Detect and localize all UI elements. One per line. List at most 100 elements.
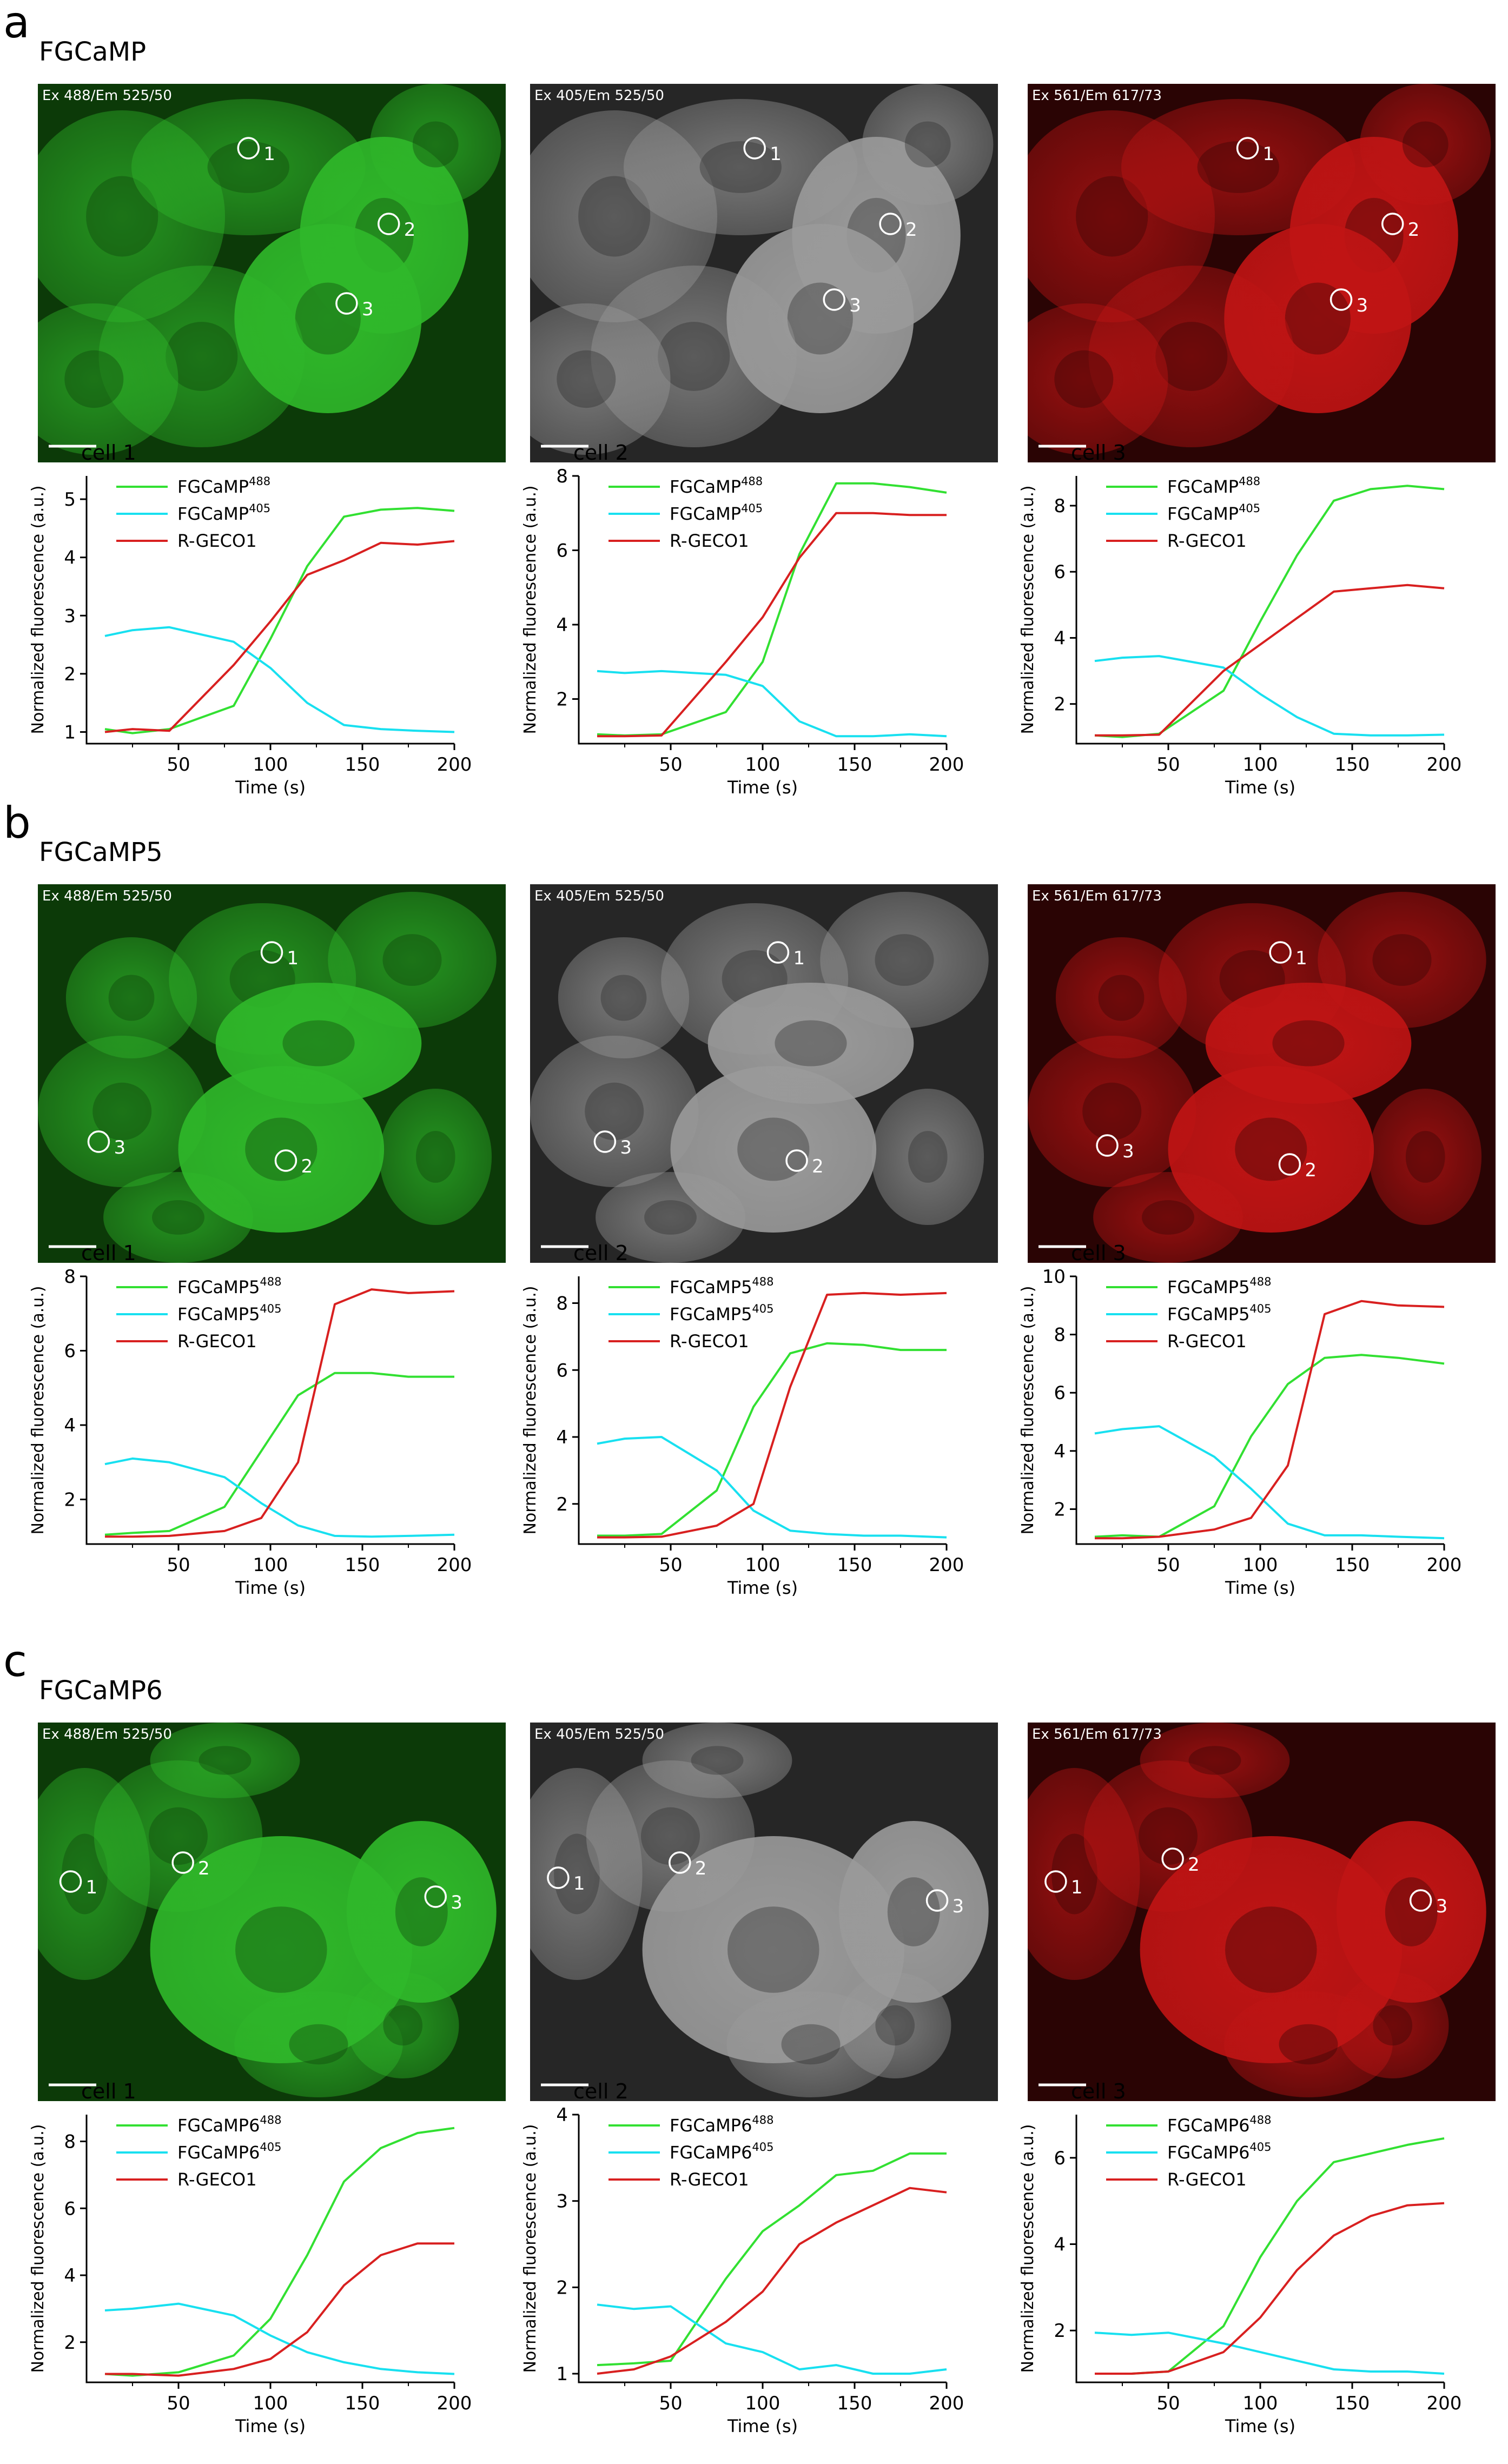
roi-circle bbox=[237, 137, 260, 160]
roi-number: 1 bbox=[793, 948, 805, 969]
series-line-3 bbox=[597, 512, 947, 738]
axes bbox=[85, 476, 454, 745]
x-tick-label: 150 bbox=[345, 2393, 380, 2414]
y-axis-label: Normalized fluorescence (a.u.) bbox=[521, 485, 540, 734]
roi-circle bbox=[669, 1851, 691, 1874]
y-tick-label: 10 bbox=[1042, 1266, 1066, 1288]
roi-number: 2 bbox=[404, 219, 416, 241]
chart-title: cell 1 bbox=[81, 441, 136, 465]
x-tick-label: 50 bbox=[659, 754, 682, 776]
channel-label: Ex 488/Em 525/50 bbox=[42, 1726, 172, 1743]
roi-circle bbox=[1269, 941, 1292, 964]
x-tick-label: 200 bbox=[929, 2393, 964, 2414]
x-tick-label: 200 bbox=[929, 754, 964, 776]
series-line-1 bbox=[104, 507, 455, 734]
legend-label: R-GECO1 bbox=[177, 2169, 257, 2190]
cell-body bbox=[1360, 84, 1491, 205]
legend-label: R-GECO1 bbox=[1167, 1331, 1247, 1352]
legend-label: R-GECO1 bbox=[177, 531, 257, 551]
series-line-2 bbox=[1094, 655, 1445, 737]
y-tick-label: 8 bbox=[556, 1293, 568, 1315]
roi-number: 1 bbox=[86, 1877, 98, 1898]
roi-circle bbox=[785, 1149, 808, 1172]
x-axis-label: Time (s) bbox=[235, 2416, 306, 2436]
micrograph-green: Ex 488/Em 525/50 1 2 3 bbox=[38, 884, 506, 1263]
roi-number: 1 bbox=[573, 1873, 585, 1895]
x-axis-label: Time (s) bbox=[1225, 2416, 1295, 2436]
x-tick-label: 100 bbox=[745, 1554, 781, 1576]
chart-title: cell 2 bbox=[573, 441, 629, 465]
roi-number: 3 bbox=[451, 1892, 462, 1913]
x-axis-label: Time (s) bbox=[727, 1578, 798, 1598]
legend-label: FGCaMP405 bbox=[670, 502, 763, 524]
roi-circle bbox=[274, 1149, 297, 1172]
channel-label: Ex 561/Em 617/73 bbox=[1032, 888, 1162, 904]
roi-number: 1 bbox=[263, 143, 275, 165]
line-chart: cell 3 50 100 150 200 2 4 6 8 10 Time (s) Normalize… bbox=[1017, 1241, 1466, 1598]
y-tick-label: 6 bbox=[1054, 561, 1066, 583]
axes bbox=[1075, 2115, 1444, 2383]
cell-body bbox=[1336, 1972, 1449, 2078]
y-tick-label: 4 bbox=[1054, 627, 1066, 649]
roi-circle bbox=[335, 292, 358, 315]
cell-body bbox=[1093, 1172, 1243, 1263]
legend-label: R-GECO1 bbox=[670, 2169, 749, 2190]
series-line-1 bbox=[1094, 1354, 1445, 1538]
x-tick-label: 100 bbox=[745, 754, 781, 776]
line-chart: cell 3 50 100 150 200 2 4 6 8 Time (s) Normalized … bbox=[1017, 441, 1466, 798]
roi-circle bbox=[1278, 1153, 1301, 1176]
x-axis-label: Time (s) bbox=[727, 777, 798, 798]
y-axis-label: Normalized fluorescence (a.u.) bbox=[521, 2124, 540, 2373]
roi-circle bbox=[87, 1130, 110, 1153]
roi-number: 3 bbox=[849, 295, 861, 316]
y-tick-label: 2 bbox=[556, 2277, 568, 2299]
roi-number: 2 bbox=[198, 1858, 210, 1879]
roi-number: 1 bbox=[1071, 1877, 1083, 1898]
series-line-3 bbox=[597, 1291, 947, 1539]
axes bbox=[85, 2115, 454, 2383]
chart-title: cell 1 bbox=[81, 2079, 136, 2103]
micrograph-green: Ex 488/Em 525/50 1 2 3 bbox=[38, 1723, 506, 2101]
legend-label: FGCaMP5405 bbox=[670, 1302, 774, 1324]
x-tick-label: 150 bbox=[1335, 1554, 1370, 1576]
cell-body bbox=[38, 303, 178, 455]
cell-body bbox=[1055, 937, 1187, 1058]
series-line-3 bbox=[1095, 2202, 1445, 2375]
roi-number: 2 bbox=[1408, 219, 1420, 241]
chart-title: cell 2 bbox=[573, 1241, 629, 1265]
x-tick-label: 150 bbox=[837, 1554, 872, 1576]
panel-letter: c bbox=[3, 1636, 27, 1686]
y-tick-label: 1 bbox=[556, 2363, 568, 2385]
x-tick-label: 50 bbox=[167, 754, 190, 776]
line-chart: cell 2 50 100 150 200 2 4 6 8 Time (s) Normalized … bbox=[519, 1241, 968, 1598]
series-line-1 bbox=[597, 482, 947, 737]
roi-number: 3 bbox=[1357, 295, 1368, 316]
x-tick-label: 50 bbox=[1156, 754, 1180, 776]
series-line-2 bbox=[1094, 2331, 1445, 2375]
channel-label: Ex 488/Em 525/50 bbox=[42, 88, 172, 104]
legend-label: FGCaMP488 bbox=[670, 475, 763, 497]
series-line-3 bbox=[105, 1288, 455, 1538]
roi-circle bbox=[1044, 1870, 1067, 1893]
y-tick-label: 6 bbox=[1054, 1382, 1066, 1404]
y-tick-label: 4 bbox=[64, 2265, 76, 2287]
roi-circle bbox=[1161, 1847, 1184, 1870]
y-tick-label: 3 bbox=[556, 2191, 568, 2213]
line-chart: cell 1 50 100 150 200 2 4 6 8 Time (s) Normalized … bbox=[27, 1241, 476, 1598]
x-axis-label: Time (s) bbox=[727, 2416, 798, 2436]
x-tick-label: 50 bbox=[659, 2393, 682, 2414]
roi-number: 1 bbox=[770, 143, 782, 165]
roi-circle bbox=[879, 213, 902, 235]
roi-circle bbox=[1381, 213, 1404, 235]
legend-label: FGCaMP5488 bbox=[670, 1275, 774, 1297]
series-line-3 bbox=[1095, 584, 1445, 737]
y-axis-label: Normalized fluorescence (a.u.) bbox=[1018, 2124, 1037, 2373]
roi-circle bbox=[823, 288, 845, 311]
chart-title: cell 3 bbox=[1071, 441, 1126, 465]
y-tick-label: 2 bbox=[64, 664, 76, 685]
series-line-2 bbox=[597, 1436, 947, 1539]
micrograph-gray: Ex 405/Em 525/50 1 2 3 bbox=[530, 1723, 998, 2101]
x-tick-label: 100 bbox=[1243, 2393, 1278, 2414]
y-tick-label: 4 bbox=[556, 1427, 568, 1448]
roi-circle bbox=[593, 1130, 617, 1153]
